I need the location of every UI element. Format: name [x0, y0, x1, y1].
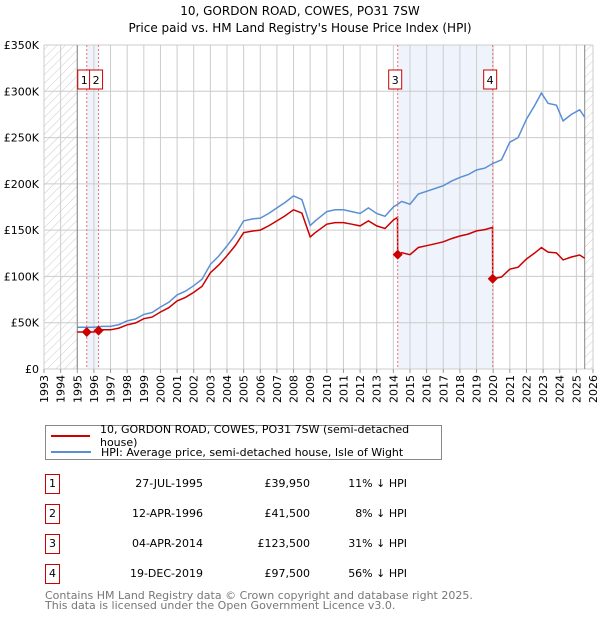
sale-label-box: [483, 69, 498, 90]
x-tick-label: 2020: [487, 375, 500, 403]
x-tick-label: 2001: [171, 375, 184, 403]
x-tick-label: 1998: [121, 375, 134, 403]
sale-row: 2 12-APR-1996 £41,500 8% ↓ HPI: [45, 504, 407, 524]
sale-number: 2: [45, 504, 60, 524]
x-tick-label: 2007: [271, 375, 284, 403]
x-tick-label: 1994: [55, 375, 68, 403]
sale-number: 1: [45, 474, 60, 494]
sale-label: 1: [81, 74, 88, 87]
hpi-line: [77, 91, 586, 329]
y-tick-label: £100K: [4, 270, 40, 283]
sale-row: 3 04-APR-2014 £123,500 31% ↓ HPI: [45, 534, 407, 554]
x-tick-label: 1993: [38, 375, 51, 403]
sale-hpi-diff: 8% ↓ HPI: [355, 507, 407, 520]
sale-price: £39,950: [264, 477, 311, 490]
sale-number: 3: [45, 534, 60, 554]
y-tick-label: £0: [25, 363, 39, 376]
x-tick-label: 2026: [587, 375, 600, 403]
sale-point: [81, 327, 92, 338]
sale-price: £97,500: [264, 567, 311, 580]
x-tick-label: 2008: [288, 375, 301, 403]
sale-row: 4 19-DEC-2019 £97,500 56% ↓ HPI: [45, 564, 407, 584]
x-tick-label: 2013: [371, 375, 384, 403]
x-tick-label: 1996: [88, 375, 101, 403]
hatched-range: [584, 45, 593, 369]
shaded-range: [397, 45, 493, 369]
legend-swatch-blue: [51, 451, 91, 453]
sale-label-box: [89, 69, 104, 90]
x-tick-label: 1999: [138, 375, 151, 403]
sale-hpi-diff: 56% ↓ HPI: [348, 567, 407, 580]
y-tick-label: £350K: [4, 39, 40, 52]
x-tick-label: 2005: [238, 375, 251, 403]
x-tick-label: 2015: [404, 375, 417, 403]
x-tick-label: 1997: [105, 375, 118, 403]
x-tick-label: 1995: [71, 375, 84, 403]
x-tick-label: 2011: [337, 375, 350, 403]
y-tick-label: £150K: [4, 224, 40, 237]
legend: 10, GORDON ROAD, COWES, PO31 7SW (semi-d…: [45, 423, 442, 460]
x-tick-label: 2009: [304, 375, 317, 403]
sale-date: 27-JUL-1995: [135, 477, 203, 490]
sale-point: [93, 325, 104, 336]
x-tick-label: 2016: [421, 375, 434, 403]
chart-title: 10, GORDON ROAD, COWES, PO31 7SW: [180, 4, 420, 18]
sale-label: 2: [93, 74, 100, 87]
sale-date: 04-APR-2014: [131, 537, 203, 550]
sale-label: 3: [392, 74, 399, 87]
x-tick-label: 2014: [387, 375, 400, 403]
x-tick-label: 2023: [537, 375, 550, 403]
chart-subtitle: Price paid vs. HM Land Registry's House …: [128, 21, 471, 35]
property-price-line: [77, 208, 586, 333]
sale-price: £41,500: [264, 507, 311, 520]
x-tick-label: 2004: [221, 375, 234, 403]
x-tick-label: 2012: [354, 375, 367, 403]
sale-date: 12-APR-1996: [131, 507, 203, 520]
x-tick-label: 2002: [188, 375, 201, 403]
sale-point: [392, 249, 403, 260]
x-tick-label: 2000: [154, 375, 167, 403]
x-tick-label: 2006: [254, 375, 267, 403]
legend-item-property: 10, GORDON ROAD, COWES, PO31 7SW (semi-d…: [46, 423, 441, 449]
y-tick-label: £300K: [4, 85, 40, 98]
x-tick-label: 2024: [554, 375, 567, 403]
sale-date: 19-DEC-2019: [129, 567, 203, 580]
sale-row: 1 27-JUL-1995 £39,950 11% ↓ HPI: [45, 474, 407, 494]
x-tick-label: 2017: [437, 375, 450, 403]
footer-licence: This data is licensed under the Open Gov…: [45, 599, 396, 612]
x-tick-label: 2025: [570, 375, 583, 403]
legend-swatch-red: [51, 435, 90, 437]
x-tick-label: 2018: [454, 375, 467, 403]
legend-label: 10, GORDON ROAD, COWES, PO31 7SW (semi-d…: [99, 423, 410, 449]
x-tick-label: 2003: [204, 375, 217, 403]
footer-copyright: Contains HM Land Registry data © Crown c…: [45, 589, 473, 602]
y-tick-label: £50K: [11, 317, 40, 330]
y-tick-label: £200K: [4, 178, 40, 191]
sale-label: 4: [487, 74, 494, 87]
sale-number: 4: [45, 564, 60, 584]
sale-point: [487, 273, 498, 284]
sale-hpi-diff: 11% ↓ HPI: [348, 477, 407, 490]
legend-label: HPI: Average price, semi-detached house,…: [101, 445, 404, 459]
price-chart: 10, GORDON ROAD, COWES, PO31 7SW Price p…: [4, 4, 600, 403]
sale-price: £123,500: [257, 537, 311, 550]
sale-label-box: [388, 69, 403, 90]
legend-item-hpi: HPI: Average price, semi-detached house,…: [46, 444, 403, 460]
x-tick-label: 2019: [471, 375, 484, 403]
shaded-range: [86, 45, 99, 369]
x-tick-label: 2010: [321, 375, 334, 403]
x-tick-label: 2021: [504, 375, 517, 403]
y-tick-label: £250K: [4, 132, 40, 145]
sale-hpi-diff: 31% ↓ HPI: [348, 537, 407, 550]
x-tick-label: 2022: [520, 375, 533, 403]
